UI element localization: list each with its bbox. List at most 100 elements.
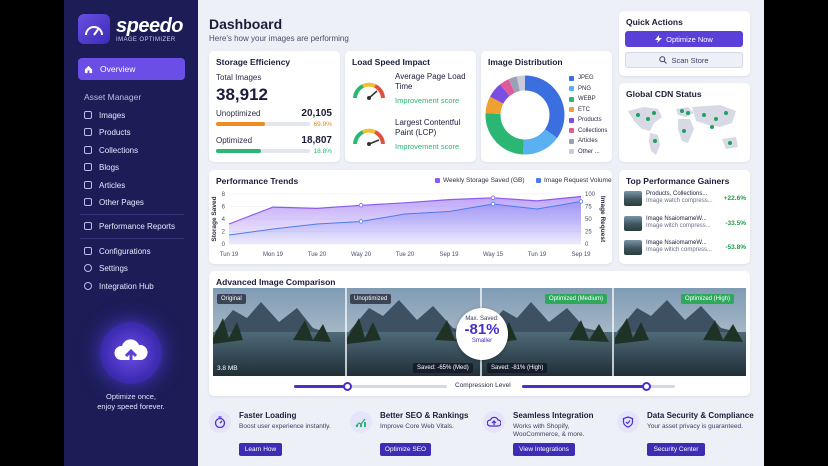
brand-sub: IMAGE OPTIMIZER <box>116 36 176 43</box>
sidebar-item-integration-hub[interactable]: Integration Hub <box>84 279 154 293</box>
stopwatch-icon <box>209 411 231 433</box>
feature-integration: Seamless Integration Works with Shopify,… <box>483 402 611 464</box>
data-point-requests <box>358 219 364 224</box>
donut-segment-png <box>485 75 565 155</box>
sliders-icon <box>84 247 92 255</box>
gear-icon <box>84 264 92 272</box>
sidebar-item-other-pages[interactable]: Other Pages <box>84 195 144 209</box>
sidebar-item-settings[interactable]: Settings <box>84 261 128 275</box>
image-comparison-card: Advanced Image Comparison <box>209 271 750 396</box>
compression-slider-left[interactable] <box>294 382 447 391</box>
optimize-seo-button[interactable]: Optimize SEO <box>380 443 431 456</box>
gauge-icon <box>353 128 385 146</box>
thumbnail <box>624 215 642 231</box>
feature-faster-loading: Faster Loading Boost user experience ins… <box>209 402 337 464</box>
sidebar-item-articles[interactable]: Articles <box>84 178 125 192</box>
optimized-bar <box>216 149 310 153</box>
page-title: Dashboard <box>209 16 283 32</box>
max-saved-badge: Max. Saved: -81% Smaller <box>456 308 508 360</box>
sidebar-item-collections[interactable]: Collections <box>84 143 138 157</box>
card-title: Performance Trends <box>216 176 299 186</box>
y-tick-left: 2 <box>222 230 226 236</box>
trend-chart: 0 2 4 6 8 0 25 50 75 100 Tun 19 Mon 19 Tue 20 Way 20 T… <box>211 192 606 258</box>
security-center-button[interactable]: Security Center <box>647 443 705 456</box>
y-tick-left: 0 <box>222 242 226 248</box>
file-size: 3.8 MB <box>217 365 238 372</box>
data-point-requests <box>578 199 584 204</box>
optimized-value: 18,807 <box>301 135 332 146</box>
legend-label: Other ... <box>578 148 600 155</box>
tag-optimized-high: Optimized (High) <box>681 294 735 304</box>
growth-chart-icon <box>350 411 372 433</box>
data-point-requests <box>490 201 496 207</box>
x-tick-label: Mon 19 <box>263 252 284 258</box>
legend-storage: Weekly Storage Saved (GB) <box>435 177 525 184</box>
slider-knob[interactable] <box>342 382 352 391</box>
sidebar-item-products[interactable]: Products <box>84 125 131 139</box>
compression-level-label: Compression Level <box>455 382 511 389</box>
sidebar-item-blogs[interactable]: Blogs <box>84 160 119 174</box>
storage-efficiency-card: Storage Efficiency Total Images 38,912 U… <box>209 51 340 162</box>
view-integrations-button[interactable]: View Integrations <box>513 443 575 456</box>
series-line-storage <box>228 195 582 225</box>
compression-slider-right[interactable] <box>522 382 675 391</box>
gainer-item[interactable]: Image NsaiomameW... Image witich compress… <box>624 237 746 257</box>
total-images-value: 38,912 <box>216 85 268 104</box>
unoptimized-value: 20,105 <box>301 108 332 119</box>
feature-security: Data Security & Compliance Your asset pr… <box>617 402 757 464</box>
legend-item: WEBP <box>569 96 596 102</box>
page-subtitle: Here's how your images are performing <box>209 34 349 43</box>
scan-store-button[interactable]: Scan Store <box>625 52 743 68</box>
saved-medium-badge: Saved: -65% (Med) <box>413 363 473 373</box>
unoptimized-bar <box>216 122 310 126</box>
legend-swatch <box>569 138 574 144</box>
sidebar-item-images[interactable]: Images <box>84 108 125 122</box>
legend-swatch <box>569 117 574 123</box>
x-tick-label: Tun 19 <box>528 252 547 258</box>
sidebar-item-label: Overview <box>100 64 136 74</box>
x-tick-label: Sep 19 <box>439 252 459 258</box>
y-tick-right: 0 <box>585 242 589 248</box>
slider-knob[interactable] <box>642 382 652 391</box>
slider-fill <box>294 385 348 388</box>
share-icon <box>84 282 92 290</box>
legend-item: Articles <box>569 138 598 144</box>
gainer-item[interactable]: Image NsaiomameW... Image witch compress.… <box>624 213 746 233</box>
divider <box>80 238 184 239</box>
card-title: Top Performance Gainers <box>626 176 730 186</box>
asset-manager-heading: Asset Manager <box>84 92 142 102</box>
blog-icon <box>84 163 92 171</box>
legend-item: Other ... <box>569 149 600 155</box>
shield-icon <box>617 411 639 433</box>
series-line-requests <box>228 201 582 236</box>
sidebar-item-performance-reports[interactable]: Performance Reports <box>84 219 175 233</box>
home-icon <box>84 65 93 73</box>
sidebar-item-overview[interactable]: Overview <box>78 58 185 80</box>
x-tick-label: Way 20 <box>351 252 372 258</box>
y-tick-right: 75 <box>585 205 592 211</box>
y-tick-right: 100 <box>585 192 596 198</box>
legend-swatch <box>569 149 574 154</box>
legend-item: Products <box>569 117 602 123</box>
optimize-now-button[interactable]: Optimize Now <box>625 31 743 47</box>
donut-segment-other <box>485 75 565 155</box>
learn-how-button[interactable]: Learn How <box>239 443 282 456</box>
thumbnail <box>624 190 642 206</box>
legend-item: ETC <box>569 107 590 113</box>
unoptimized-percent: 69.9% <box>313 121 332 128</box>
report-icon <box>84 222 92 230</box>
slider-fill <box>522 385 648 388</box>
gainer-percent: -53.8% <box>725 243 746 251</box>
divider <box>80 214 184 215</box>
legend-label: PNG <box>578 85 592 92</box>
gainer-item[interactable]: Products, Collections... Image watch comp… <box>624 188 746 208</box>
logo[interactable]: speedo IMAGE OPTIMIZER <box>78 14 184 44</box>
legend-swatch <box>569 96 574 102</box>
legend-swatch <box>569 86 574 91</box>
world-map <box>628 105 738 155</box>
gainer-percent: +22.6% <box>723 194 746 202</box>
x-tick-label: Tun 19 <box>220 252 239 258</box>
cdn-status-card: Global CDN Status <box>619 83 750 162</box>
sidebar-item-configurations[interactable]: Configurations <box>84 244 151 258</box>
donut-segment-webp <box>485 75 565 155</box>
